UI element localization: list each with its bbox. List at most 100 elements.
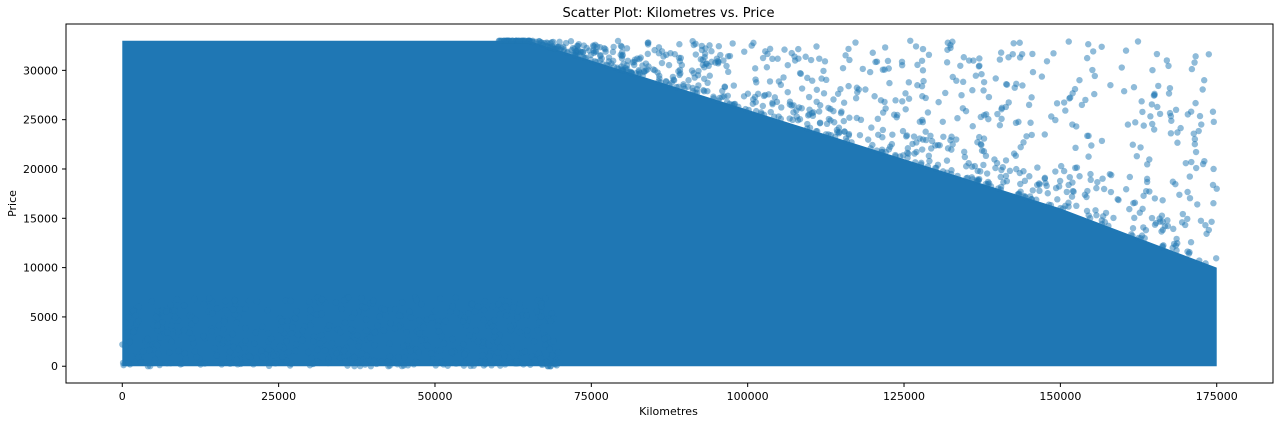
scatter-point (948, 146, 955, 153)
scatter-point (494, 349, 502, 356)
scatter-point (215, 322, 223, 329)
scatter-point (1027, 119, 1034, 126)
scatter-point (527, 361, 534, 368)
scatter-point (1167, 112, 1175, 120)
scatter-point (825, 104, 832, 112)
scatter-point (472, 360, 479, 367)
scatter-point (751, 93, 759, 101)
scatter-point (313, 311, 321, 318)
scatter-point (892, 151, 899, 159)
scatter-point (299, 327, 307, 335)
scatter-point (505, 297, 513, 305)
scatter-point (1144, 161, 1151, 168)
scatter-point (1028, 131, 1035, 139)
x-tick-label: 175000 (1196, 390, 1238, 403)
scatter-point (529, 37, 536, 44)
scatter-point (983, 170, 991, 177)
scatter-point (793, 113, 800, 120)
scatter-point (418, 301, 425, 308)
scatter-point (1034, 164, 1041, 171)
scatter-point (745, 106, 752, 114)
scatter-point (958, 91, 965, 99)
scatter-point (977, 168, 984, 175)
scatter-point (1087, 170, 1094, 178)
scatter-point (825, 115, 833, 123)
scatter-point (1160, 242, 1167, 249)
scatter-point (859, 65, 866, 73)
scatter-point (1045, 201, 1053, 208)
scatter-point (668, 79, 675, 87)
scatter-point (925, 152, 933, 160)
scatter-point (582, 54, 589, 61)
scatter-point (231, 311, 239, 319)
scatter-point (614, 37, 622, 45)
scatter-point (432, 362, 439, 369)
scatter-point (904, 145, 912, 152)
scatter-point (775, 78, 783, 85)
scatter-point (190, 340, 197, 347)
scatter-point (434, 322, 442, 330)
scatter-point (415, 349, 423, 356)
scatter-point (292, 340, 300, 348)
scatter-point (328, 339, 336, 347)
scatter-point (1153, 50, 1161, 58)
scatter-point (1122, 47, 1130, 54)
scatter-point (132, 312, 140, 320)
scatter-point (685, 77, 692, 84)
scatter-point (423, 342, 431, 349)
scatter-point (1188, 158, 1195, 166)
scatter-point (1186, 173, 1193, 180)
scatter-point (435, 328, 443, 335)
scatter-point (226, 354, 233, 361)
scatter-point (715, 43, 723, 50)
scatter-point (1203, 230, 1210, 237)
scatter-point (1164, 217, 1171, 224)
scatter-point (1002, 172, 1010, 180)
scatter-point (804, 74, 811, 82)
scatter-point (361, 304, 369, 311)
scatter-point (449, 335, 456, 343)
scatter-point (392, 306, 399, 313)
scatter-point (681, 85, 688, 92)
scatter-point (556, 38, 563, 46)
scatter-point (468, 300, 476, 308)
scatter-point (163, 308, 170, 315)
scatter-point (716, 94, 723, 102)
scatter-point (209, 310, 216, 317)
scatter-point (128, 353, 136, 360)
scatter-point (1057, 204, 1064, 212)
scatter-point (400, 362, 408, 369)
scatter-point (1044, 190, 1051, 197)
scatter-point (959, 78, 967, 86)
scatter-point (748, 42, 755, 49)
scatter-point (381, 306, 388, 313)
scatter-point (602, 48, 609, 55)
scatter-point (910, 133, 918, 140)
scatter-point (407, 314, 415, 321)
scatter-point (617, 42, 625, 50)
scatter-point (1060, 99, 1068, 106)
scatter-point (805, 93, 813, 101)
scatter-point (222, 307, 229, 314)
scatter-point (1124, 121, 1132, 128)
plot-frame (65, 23, 1274, 384)
scatter-point (482, 360, 489, 368)
scatter-point (378, 358, 385, 365)
dense-point-cloud (122, 40, 1217, 367)
scatter-point (340, 297, 348, 304)
scatter-point (917, 161, 925, 168)
scatter-point (242, 325, 249, 332)
scatter-point (899, 98, 906, 105)
scatter-point (644, 66, 651, 73)
scatter-point (391, 325, 399, 332)
scatter-point (522, 37, 529, 44)
scatter-point (852, 94, 860, 102)
scatter-point (474, 303, 482, 310)
scatter-point (1029, 187, 1036, 194)
scatter-point (1118, 64, 1125, 71)
scatter-point (902, 133, 910, 140)
scatter-point (725, 68, 732, 76)
scatter-point (1192, 53, 1199, 60)
scatter-point (1087, 176, 1094, 184)
scatter-point (1085, 153, 1092, 160)
